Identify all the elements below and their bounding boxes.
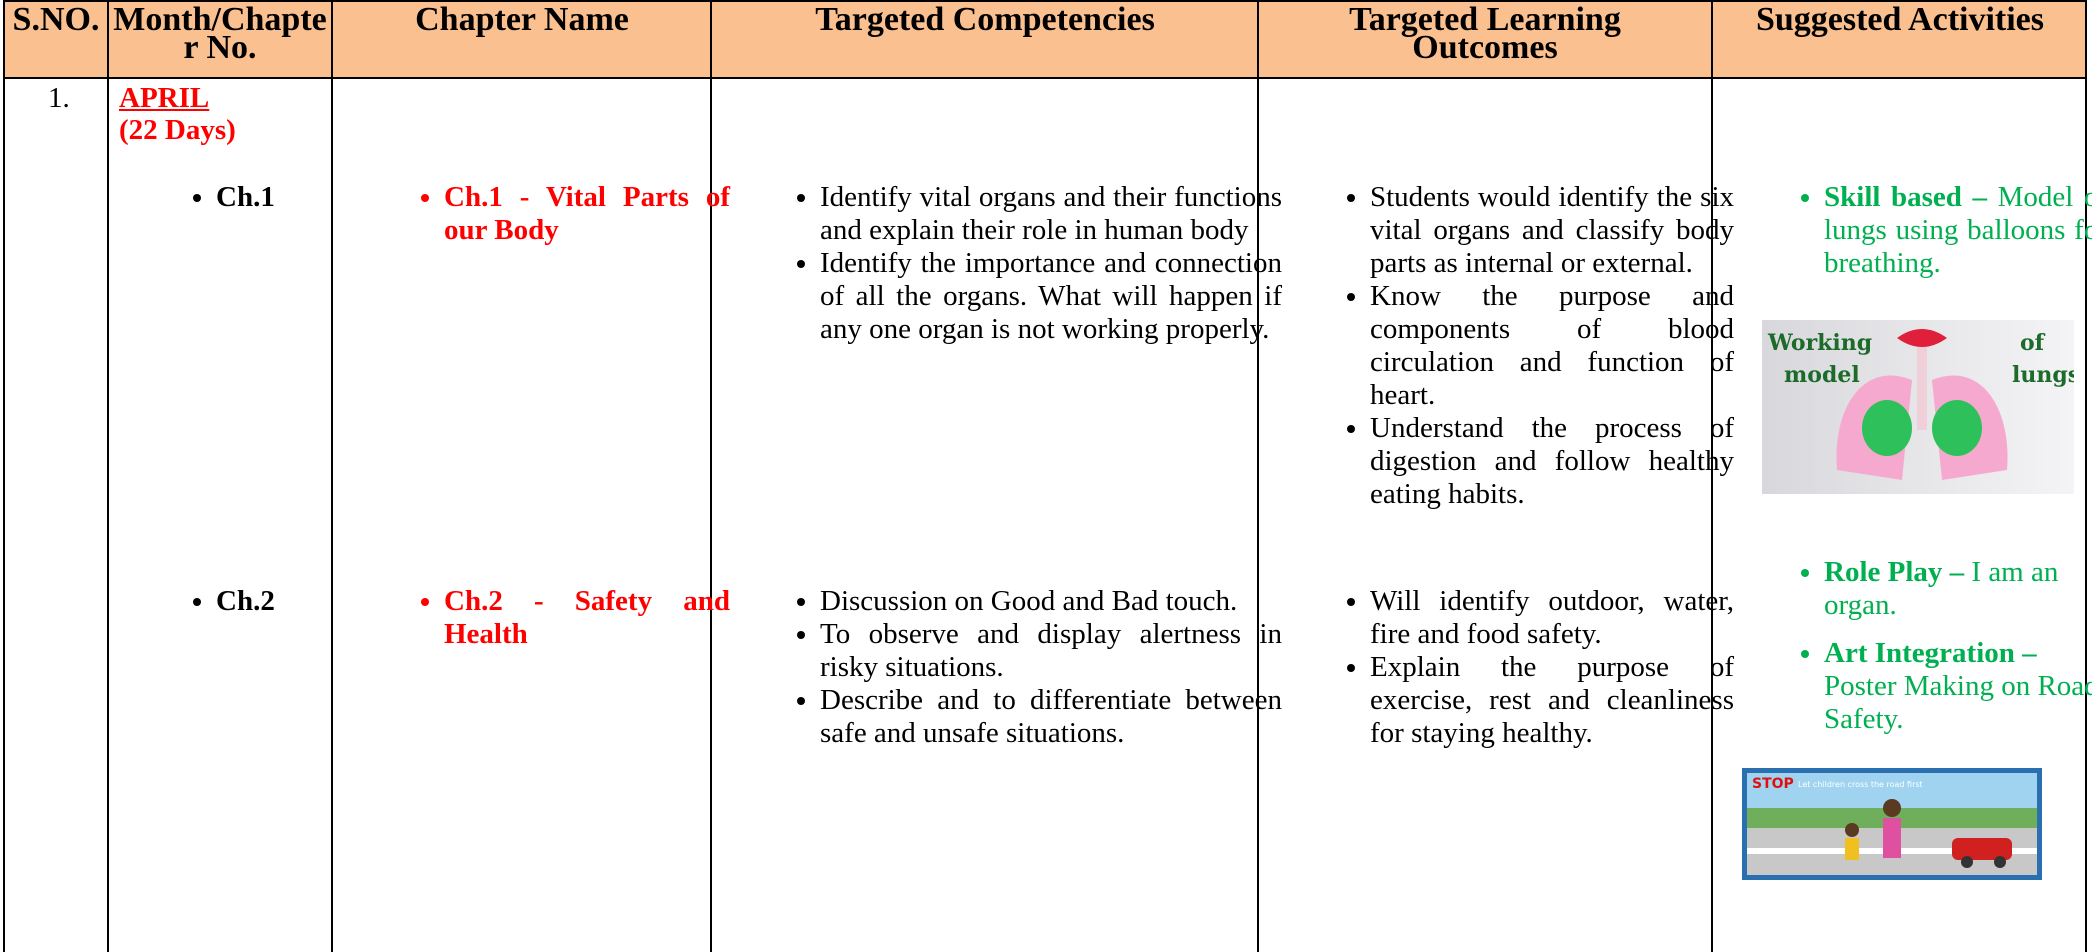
header-cell: Chapter Name xyxy=(415,1,629,38)
header-cell: S.NO. xyxy=(12,1,100,38)
outcome: Know the purpose and components of blood… xyxy=(1370,280,1734,412)
border xyxy=(1257,0,1259,952)
activity: Skill based – Model of lungs using ballo… xyxy=(1824,181,2092,280)
lungs-image: Working model of lungs xyxy=(1762,320,2074,494)
activity-list: Role Play – I am an organ. xyxy=(1790,556,2092,622)
activity-separator: – xyxy=(2022,637,2037,669)
header-cell: Suggested Activities xyxy=(1755,1,2045,38)
days: (22 Days) xyxy=(119,114,236,146)
activity-title: Skill based xyxy=(1824,181,1962,213)
competency: To observe and display alertness in risk… xyxy=(820,618,1282,684)
activity-list: Art Integration –Poster Making on Road S… xyxy=(1790,637,2092,736)
chapter-number-list: Ch.1 xyxy=(182,181,275,214)
poster-title: STOP xyxy=(1752,776,1794,792)
outcome: Students would identify the six vital or… xyxy=(1370,181,1734,280)
image-text: Working xyxy=(1767,330,1872,356)
activity-separator: – xyxy=(1972,181,1988,213)
border xyxy=(3,0,5,952)
outcome-list: Will identify outdoor, water, fire and f… xyxy=(1336,585,1734,750)
safety-poster: STOP Let children cross the road first xyxy=(1742,768,2042,880)
activity-text: Model of lungs using balloons for breath… xyxy=(1824,181,2092,279)
header-cell: Targeted Learning Outcomes xyxy=(1349,1,1621,66)
serial-number: 1. xyxy=(48,82,70,114)
chapter-number: Ch.2 xyxy=(216,585,275,618)
image-text: of xyxy=(2020,330,2046,356)
activity: Art Integration –Poster Making on Road S… xyxy=(1824,637,2092,736)
month: APRIL xyxy=(119,82,210,114)
border xyxy=(710,0,712,952)
competency: Identify the importance and connection o… xyxy=(820,247,1282,346)
image-text: lungs xyxy=(2012,362,2074,388)
header-bg xyxy=(4,0,2086,77)
competency: Describe and to differentiate between sa… xyxy=(820,684,1282,750)
chapter-number: Ch.1 xyxy=(216,181,275,214)
chapter-name-list: Ch.1 - Vital Parts of our Body xyxy=(410,181,730,247)
border xyxy=(1711,0,1713,952)
chapter-name: Ch.1 - Vital Parts of our Body xyxy=(444,181,730,247)
activity-text: I am an organ. xyxy=(1824,556,2059,621)
border xyxy=(107,0,109,952)
border xyxy=(4,77,2086,79)
competency-list: Identify vital organs and their function… xyxy=(786,181,1282,346)
header-cell: Month/Chapter No. xyxy=(113,1,327,66)
activity-text: Poster Making on Road Safety. xyxy=(1824,670,2092,735)
poster-caption: Let children cross the road first xyxy=(1798,780,1923,789)
border xyxy=(331,0,333,952)
competency-list: Discussion on Good and Bad touch. To obs… xyxy=(786,585,1282,750)
outcome: Understand the process of digestion and … xyxy=(1370,412,1734,511)
competency: Discussion on Good and Bad touch. xyxy=(820,585,1282,618)
activity-title: Role Play xyxy=(1824,556,1943,588)
chapter-name: Ch.2 - Safety and Health xyxy=(444,585,730,651)
activity-separator: – xyxy=(1949,556,1965,588)
outcome-list: Students would identify the six vital or… xyxy=(1336,181,1734,511)
chapter-number-list: Ch.2 xyxy=(182,585,275,618)
outcome: Explain the purpose of exercise, rest an… xyxy=(1370,651,1734,750)
activity-title: Art Integration xyxy=(1824,637,2015,669)
activity: Role Play – I am an organ. xyxy=(1824,556,2092,622)
outcome: Will identify outdoor, water, fire and f… xyxy=(1370,585,1734,651)
chapter-name-list: Ch.2 - Safety and Health xyxy=(410,585,730,651)
competency: Identify vital organs and their function… xyxy=(820,181,1282,247)
activity-list: Skill based – Model of lungs using ballo… xyxy=(1790,181,2092,280)
image-text: model xyxy=(1784,362,1860,388)
border xyxy=(2085,0,2087,952)
header-cell: Targeted Competencies xyxy=(815,1,1155,38)
border xyxy=(4,0,2086,2)
